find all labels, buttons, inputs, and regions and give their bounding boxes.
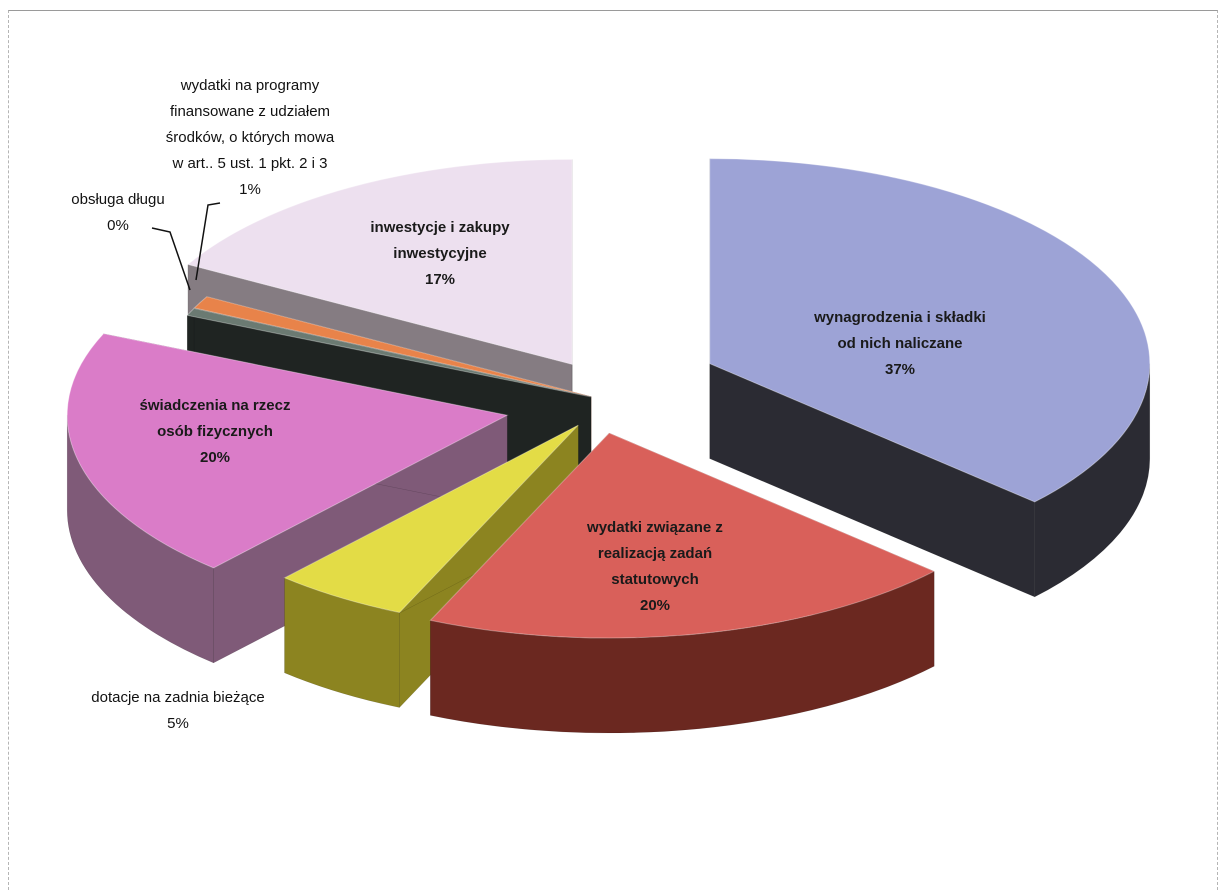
slice-percent: 0% — [107, 217, 129, 234]
slice-label-line: statutowych — [611, 571, 699, 588]
slice-label-5: wydatki na programy finansowane z udziałe… — [166, 77, 335, 198]
slice-label-line: inwestycyjne — [393, 245, 486, 262]
slice-percent: 20% — [640, 597, 670, 614]
slice-label-line: osób fizycznych — [157, 423, 273, 440]
slice-label-line: wydatki na programy — [180, 77, 320, 94]
slice-label-line: w art.. 5 ust. 1 pkt. 2 i 3 — [171, 155, 327, 172]
pie-slice-top — [186, 158, 573, 366]
slice-label-6: inwestycje i zakupy inwestycyjne 17% — [370, 219, 510, 288]
chart-frame — [8, 10, 1218, 890]
slice-label-line: finansowane z udziałem — [170, 103, 330, 120]
slice-label-line: świadczenia na rzecz — [140, 397, 291, 414]
slice-label-line: od nich naliczane — [837, 335, 962, 352]
slice-label-2: dotacje na zadnia bieżące 5% — [91, 689, 264, 732]
slice-label-1: wydatki związane z realizacją zadań statut… — [586, 519, 723, 614]
slice-label-line: dotacje na zadnia bieżące — [91, 689, 264, 706]
slice-label-3: świadczenia na rzecz osób fizycznych 20% — [140, 397, 291, 466]
slice-label-line: realizacją zadań — [598, 545, 712, 562]
pie-slice-top — [66, 333, 509, 569]
pie-slice-top — [709, 158, 1151, 503]
slice-percent: 20% — [200, 449, 230, 466]
pie-slice-top — [429, 432, 936, 639]
leader-line-5 — [195, 202, 221, 281]
slice-label-line: wydatki związane z — [586, 519, 723, 536]
slice-label-0: wynagrodzenia i składki od nich naliczane… — [813, 309, 986, 378]
pie-slice-0 — [709, 158, 1151, 598]
slice-label-line: środków, o których mowa — [166, 129, 335, 146]
pie-slice-1 — [429, 432, 936, 734]
slice-label-4: obsługa długu 0% — [71, 191, 164, 234]
pie-slice-top — [283, 424, 579, 614]
pie-slice-wall — [709, 363, 1035, 598]
slice-percent: 5% — [167, 715, 189, 732]
slice-label-line: wynagrodzenia i składki — [813, 309, 986, 326]
pie-slice-top — [186, 307, 592, 398]
leader-line-4 — [151, 227, 191, 291]
slice-percent: 37% — [885, 361, 915, 378]
slice-percent: 17% — [425, 271, 455, 288]
slice-label-line: inwestycje i zakupy — [370, 219, 510, 236]
slice-percent: 1% — [239, 181, 261, 198]
slice-label-line: obsługa długu — [71, 191, 164, 208]
pie-slice-top — [193, 296, 592, 398]
